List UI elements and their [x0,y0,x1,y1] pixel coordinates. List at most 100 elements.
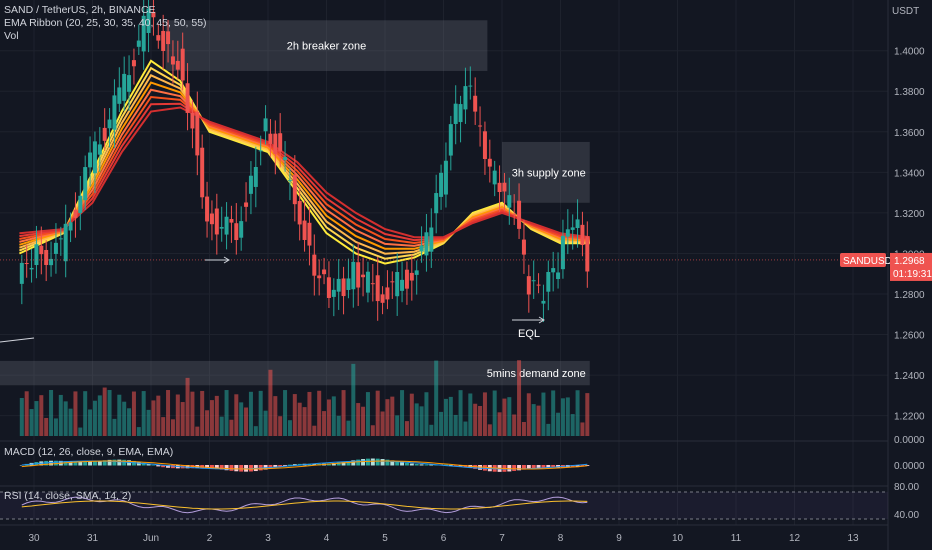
volume-bar [497,412,502,436]
volume-bar [492,390,497,436]
volume-bar [146,409,151,436]
candle-body [136,40,141,47]
volume-bar [365,392,370,436]
price-tick-label: 1.4000 [894,47,925,58]
candle-body [546,271,551,292]
macd-hist-bar [570,465,575,468]
volume-bar [287,420,292,436]
time-tick-label: 2 [207,533,213,544]
price-tick-label: 1.3600 [894,128,925,139]
ticker-text: SANDUSDT [843,256,898,267]
macd-hist-bar [68,461,73,466]
macd-hist-bar [419,464,424,466]
zone-label: 3h supply zone [512,167,586,179]
macd-hist-bar [268,465,273,469]
candle-body [205,196,210,222]
macd-hist-bar [546,465,551,468]
volume-bar [400,390,405,436]
candle-body [346,278,351,290]
macd-label[interactable]: MACD (12, 26, close, 9, EMA, EMA) [4,446,174,458]
rsi-label[interactable]: RSI (14, close, SMA, 14, 2) [4,490,132,502]
macd-hist-bar [136,461,141,466]
candle-body [419,245,424,252]
zone-label: 5mins demand zone [487,368,586,380]
volume-bar [34,401,39,436]
volume-bar [424,392,429,436]
candle-body [536,284,541,286]
candle-body [263,118,268,132]
candle-body [565,229,570,237]
volume-bar [458,390,463,436]
macd-hist-bar [166,465,171,468]
candle-body [575,219,580,229]
price-tick-label: 1.2200 [894,412,925,423]
volume-bar [131,391,136,436]
time-tick-label: 7 [499,533,505,544]
ema-line [19,66,590,260]
volume-bar [517,360,522,436]
volume-bar [409,393,414,436]
volume-bar [487,424,492,436]
candle-body [24,263,29,265]
volume-bar [351,363,356,436]
volume-bar [97,395,102,436]
volume-bar [234,394,239,436]
candle-body [322,269,327,275]
volume-bar [512,414,517,436]
volume-bar [136,427,141,436]
volume-bar [44,417,49,436]
candle-body [351,261,356,290]
candle-body [278,133,283,152]
volume-bar [380,411,385,436]
volume-bar [453,414,458,436]
candle-body [336,278,341,292]
macd-hist-bar [541,465,546,468]
volume-bar [361,406,366,436]
macd-hist-bar [336,462,341,466]
candle-body [185,83,190,113]
volume-bar [209,400,214,436]
volume-bars [19,360,590,436]
candle-body [385,287,390,300]
volume-bar [83,391,88,436]
candle-body [73,209,78,218]
time-tick-label: 31 [87,533,99,544]
volume-bar [195,426,200,436]
candle-body [414,270,419,275]
time-tick-label: 3 [265,533,271,544]
volume-bar [170,419,175,436]
candle-body [551,268,556,273]
ema-line [19,88,590,247]
candle-body [83,167,88,201]
candle-body [53,242,58,254]
macd-hist-bar [112,459,117,466]
macd-hist-bar [585,465,590,466]
candle-body [326,277,331,298]
arrow-head [538,316,545,324]
volume-label[interactable]: Vol [4,30,19,42]
macd-hist-bar [526,465,531,469]
volume-bar [214,395,219,436]
price-value: 1.2968 [894,256,925,267]
volume-bar [151,400,156,436]
volume-bar [248,391,253,436]
candle-body [117,87,122,104]
candle-body [146,8,151,33]
macd-hist-bar [536,465,541,468]
candle-body [92,141,97,174]
price-tick-label: 1.3400 [894,168,925,179]
symbol-title[interactable]: SAND / TetherUS, 2h, BINANCE [4,4,156,16]
candle-body [283,157,288,161]
volume-bar [482,392,487,436]
ema-ribbon-label[interactable]: EMA Ribbon (20, 25, 30, 35, 40, 45, 50, … [4,17,207,29]
rsi-tick-label: 80.00 [894,482,919,493]
volume-bar [346,420,351,436]
volume-bar [244,407,249,436]
candle-body [151,11,156,18]
candle-body [258,150,263,152]
macd-hist-bar [161,465,166,468]
time-tick-label: 5 [382,533,388,544]
volume-bar [292,394,297,436]
volume-bar [473,403,478,436]
